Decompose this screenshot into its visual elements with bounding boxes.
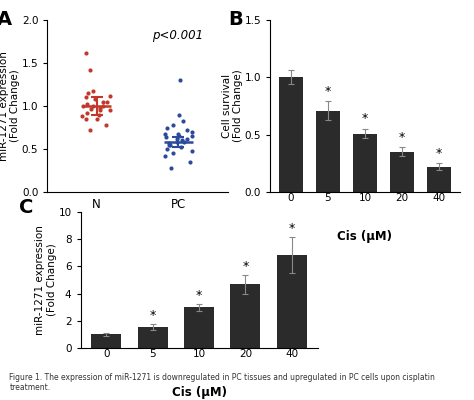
Point [166,142,173,148]
Point [162,134,169,140]
Point [188,148,196,154]
Point [169,122,177,128]
Bar [230,284,261,348]
Point [102,122,110,128]
Point [99,103,107,109]
Point [89,103,97,109]
Point [177,144,185,150]
Text: *: * [362,112,368,126]
Point [175,112,183,118]
Point [91,96,98,102]
Point [173,139,181,145]
Point [178,137,185,144]
Bar [91,334,121,348]
Point [106,107,114,114]
Point [87,127,94,133]
Point [107,92,114,99]
Point [82,94,90,100]
Point [100,98,107,105]
Point [161,130,169,137]
Text: *: * [399,131,405,144]
Point [187,159,194,165]
Point [189,133,196,139]
Text: *: * [325,85,331,98]
Point [174,130,182,137]
Text: Cis (μM): Cis (μM) [172,386,227,399]
Text: p<0.001: p<0.001 [152,29,203,42]
Text: Figure 1. The expression of miR-1271 is downregulated in PC tissues and upregula: Figure 1. The expression of miR-1271 is … [9,373,435,392]
Text: *: * [289,222,295,235]
Point [167,165,175,171]
Bar [427,167,451,192]
Bar [137,327,168,348]
Point [183,136,191,142]
Bar [390,152,414,192]
Y-axis label: miR-1271 expression
(Fold Change): miR-1271 expression (Fold Change) [0,51,20,161]
Point [83,101,91,108]
Point [96,104,104,111]
Point [173,136,181,142]
Point [188,129,195,135]
Text: *: * [196,289,202,302]
Y-axis label: miR-1271 expression
(Fold Change): miR-1271 expression (Fold Change) [36,225,57,335]
Point [89,87,96,94]
Point [165,140,173,146]
Bar [184,307,214,348]
Point [163,124,170,131]
Point [103,98,111,105]
Bar [277,255,307,348]
Point [83,110,91,116]
Text: Cis (μM): Cis (μM) [337,230,392,243]
Text: A: A [0,10,12,29]
Point [165,142,173,148]
Point [169,150,176,156]
Point [175,133,182,139]
Point [161,153,168,159]
Point [180,139,188,145]
Point [82,50,90,56]
Point [80,103,87,109]
Point [164,146,171,152]
Bar [279,77,303,192]
Point [87,67,94,73]
Point [176,77,183,83]
Text: C: C [19,198,33,217]
Text: *: * [436,147,442,160]
Text: B: B [228,10,243,29]
Point [84,90,92,96]
Point [79,113,86,120]
Point [96,112,103,118]
Point [96,107,103,114]
Point [82,116,90,122]
Text: *: * [150,309,156,322]
Y-axis label: Cell survival
(Fold Change): Cell survival (Fold Change) [221,70,243,142]
Text: *: * [242,260,248,272]
Bar [316,110,340,192]
Point [93,116,101,122]
Point [184,127,191,133]
Point [87,105,94,112]
Bar [353,134,377,192]
Point [179,118,187,125]
